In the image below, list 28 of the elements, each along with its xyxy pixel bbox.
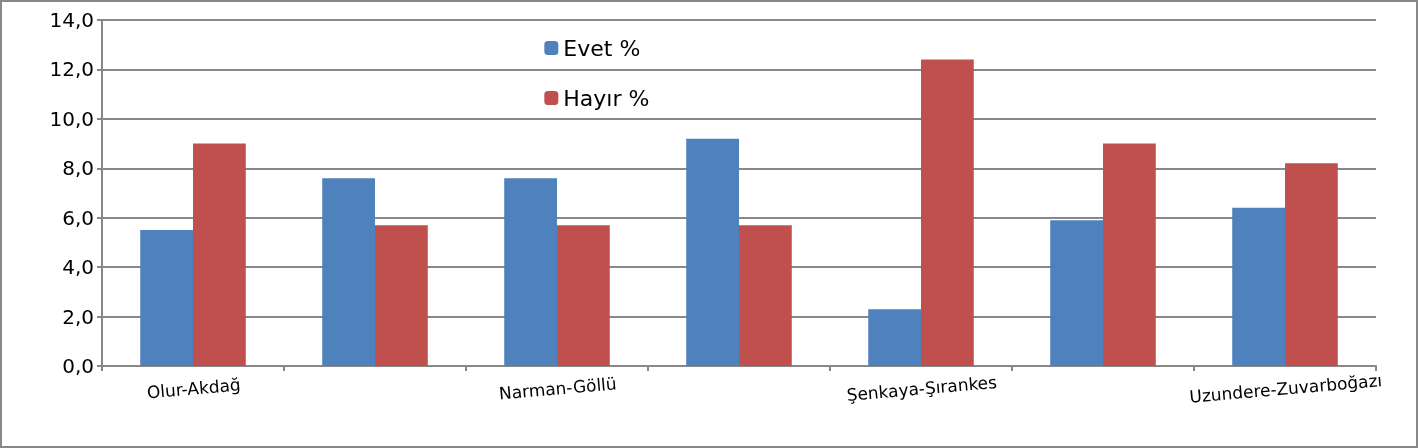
x-tick-label: Narman-Göllü xyxy=(498,373,618,404)
legend-label: Hayır % xyxy=(563,85,650,111)
x-tick-label: Uzundere-Zuvarboğazı xyxy=(1188,370,1383,407)
bar xyxy=(557,225,610,366)
bar xyxy=(1050,220,1103,366)
bar xyxy=(1232,207,1285,366)
y-tick-label: 2,0 xyxy=(62,304,94,329)
bar xyxy=(375,225,428,366)
bar xyxy=(322,178,375,366)
bar xyxy=(140,230,193,366)
x-tick-label: Şenkaya-Şırankes xyxy=(845,371,998,405)
y-tick-label: 4,0 xyxy=(62,255,94,280)
y-tick-label: 6,0 xyxy=(62,205,94,230)
y-tick-label: 8,0 xyxy=(62,156,94,181)
bar xyxy=(921,59,974,366)
bar xyxy=(1103,143,1156,366)
legend-label: Evet % xyxy=(563,35,641,61)
bar xyxy=(1285,163,1338,366)
bar xyxy=(739,225,792,366)
y-tick-label: 10,0 xyxy=(49,106,94,131)
y-tick-label: 0,0 xyxy=(62,354,94,378)
bar xyxy=(504,178,557,366)
bar xyxy=(868,309,921,366)
bar xyxy=(686,138,739,366)
y-tick-label: 12,0 xyxy=(49,57,94,82)
y-tick-label: 14,0 xyxy=(49,8,94,32)
x-tick-label: Olur-Akdağ xyxy=(146,374,242,403)
bar xyxy=(193,143,246,366)
